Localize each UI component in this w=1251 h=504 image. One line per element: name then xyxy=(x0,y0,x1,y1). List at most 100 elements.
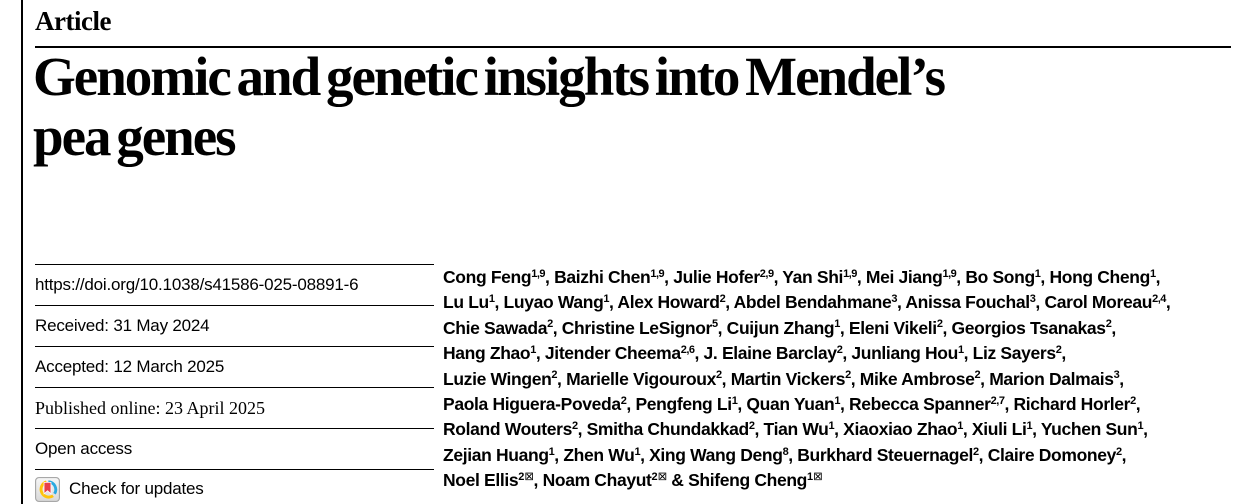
author-name: Abdel Bendahmane xyxy=(733,292,892,313)
author-name: Luyao Wang xyxy=(503,292,604,313)
author-name: Lu Lu xyxy=(443,292,489,313)
author-line: Lu Lu1, Luyao Wang1, Alex Howard2, Abdel… xyxy=(443,292,1171,313)
author-name: Noel Ellis xyxy=(443,470,519,491)
article-title-line-2: pea genes xyxy=(33,106,237,167)
affiliation-superscript: 3 xyxy=(1029,293,1036,306)
affiliation-superscript: 8 xyxy=(782,445,789,458)
article-title: Genomic and genetic insights into Mendel… xyxy=(33,47,1243,167)
affiliation-superscript: 2 xyxy=(973,445,979,458)
author-name: J. Elaine Barclay xyxy=(703,343,838,364)
author-name: Chie Sawada xyxy=(443,317,548,338)
published-online-row: Published online: 23 April 2025 xyxy=(35,387,434,428)
author-name: Liz Sayers xyxy=(972,343,1056,364)
author-name: Tian Wu xyxy=(763,419,829,440)
affiliation-superscript: 2 xyxy=(551,369,558,382)
author-name: Shifeng Cheng xyxy=(688,470,808,491)
affiliation-superscript: 1,9 xyxy=(650,267,665,280)
affiliation-superscript: 2,6 xyxy=(680,343,695,356)
check-for-updates-label[interactable]: Check for updates xyxy=(69,479,204,498)
article-kicker: Article xyxy=(35,6,111,36)
affiliation-superscript: 1 xyxy=(603,293,610,306)
author-name: Quan Yuan xyxy=(746,394,835,415)
author-name: Martin Vickers xyxy=(730,368,846,389)
author-name: Xiuli Li xyxy=(971,419,1027,440)
author-name: Christine LeSignor xyxy=(561,317,713,338)
envelope-icon[interactable]: ⊠ xyxy=(813,470,823,483)
author-name: Carol Moreau xyxy=(1044,292,1153,313)
envelope-icon[interactable]: ⊠ xyxy=(524,470,534,483)
author-name: Anissa Fouchal xyxy=(905,292,1030,313)
author-name: Xiaoxiao Zhao xyxy=(843,419,958,440)
page-content: Article Genomic and genetic insights int… xyxy=(33,0,1231,504)
affiliation-superscript: 2,4 xyxy=(1152,293,1166,306)
author-name: Pengfeng Li xyxy=(635,394,732,415)
crossmark-icon[interactable] xyxy=(35,476,60,502)
open-access-label: Open access xyxy=(35,439,133,458)
affiliation-superscript: 2 xyxy=(836,343,843,356)
affiliation-superscript: 2 xyxy=(716,369,722,382)
author-name: Eleni Vikeli xyxy=(848,317,937,338)
author-name: Rebecca Spanner xyxy=(849,394,991,415)
affiliation-superscript: 2 xyxy=(974,369,981,382)
affiliation-superscript: 2 xyxy=(1116,445,1122,458)
affiliation-superscript: 2 xyxy=(620,394,627,407)
author-line: Luzie Wingen2, Marielle Vigouroux2, Mart… xyxy=(443,368,1124,389)
affiliation-superscript: 1 xyxy=(957,420,963,433)
page-left-border-rule xyxy=(21,0,23,504)
author-name: Marielle Vigouroux xyxy=(566,368,717,389)
author-name: Richard Horler xyxy=(1013,394,1131,415)
author-line: Zejian Huang1, Zhen Wu1, Xing Wang Deng8… xyxy=(443,444,1127,465)
affiliation-superscript: 2,9 xyxy=(759,267,774,280)
author-name: Baizhi Chen xyxy=(554,267,651,287)
article-title-line-1: Genomic and genetic insights into Mendel… xyxy=(33,46,946,107)
author-name: Cong Feng xyxy=(443,267,532,287)
author-name: Mike Ambrose xyxy=(859,368,975,389)
affiliation-superscript: 2 xyxy=(719,293,726,306)
affiliation-superscript: 2⊠ xyxy=(518,470,534,483)
affiliation-superscript: 2 xyxy=(1055,343,1062,356)
author-name: Zhen Wu xyxy=(563,444,635,465)
check-for-updates-row[interactable]: Check for updates xyxy=(35,469,434,504)
author-name: Georgios Tsanakas xyxy=(951,317,1106,338)
author-name: Luzie Wingen xyxy=(443,368,552,389)
affiliation-superscript: 1 xyxy=(834,394,840,407)
affiliation-superscript: 1 xyxy=(1137,420,1144,433)
affiliation-superscript: 1 xyxy=(1034,267,1041,280)
author-line: Chie Sawada2, Christine LeSignor5, Cuiju… xyxy=(443,317,1116,338)
author-name: Xing Wang Deng xyxy=(649,444,783,465)
author-line: Noel Ellis2⊠, Noam Chayut2⊠ & Shifeng Ch… xyxy=(443,470,823,491)
author-name: Mei Jiang xyxy=(865,267,943,287)
author-name: Paola Higuera-Poveda xyxy=(443,394,621,415)
affiliation-superscript: 2 xyxy=(1130,394,1136,407)
affiliation-superscript: 5 xyxy=(712,318,718,331)
affiliation-superscript: 1,9 xyxy=(531,267,546,280)
open-access-row: Open access xyxy=(35,428,434,469)
author-name: Bo Song xyxy=(965,267,1035,287)
author-name: Junliang Hou xyxy=(851,343,958,364)
affiliation-superscript: 2 xyxy=(845,369,851,382)
kicker-divider-rule xyxy=(35,46,1231,48)
affiliation-superscript: 1 xyxy=(731,394,738,407)
author-name: Claire Domoney xyxy=(987,444,1117,465)
author-name: Noam Chayut xyxy=(542,470,652,491)
affiliation-superscript: 1 xyxy=(1026,420,1033,433)
author-line: Cong Feng1,9, Baizhi Chen1,9, Julie Hofe… xyxy=(443,267,1161,287)
author-name: Burkhard Steuernagel xyxy=(797,444,974,465)
affiliation-superscript: 1 xyxy=(548,445,555,458)
crossmark-bookmark xyxy=(43,481,52,495)
envelope-icon[interactable]: ⊠ xyxy=(657,470,668,483)
affiliation-superscript: 1⊠ xyxy=(807,470,823,483)
affiliation-superscript: 1 xyxy=(958,343,964,356)
author-name: Yan Shi xyxy=(782,267,844,287)
author-name: Yuchen Sun xyxy=(1040,419,1138,440)
doi-link[interactable]: https://doi.org/10.1038/s41586-025-08891… xyxy=(35,275,359,294)
affiliation-superscript: 1,9 xyxy=(942,267,957,280)
affiliation-superscript: 1 xyxy=(1149,267,1156,280)
affiliation-superscript: 2 xyxy=(547,318,553,331)
affiliation-superscript: 1,9 xyxy=(843,267,857,280)
author-name: Jitender Cheema xyxy=(544,343,681,364)
accepted-row: Accepted: 12 March 2025 xyxy=(35,346,434,387)
affiliation-superscript: 3 xyxy=(1113,369,1120,382)
affiliation-superscript: 1 xyxy=(634,445,641,458)
affiliation-superscript: 1 xyxy=(530,343,536,356)
